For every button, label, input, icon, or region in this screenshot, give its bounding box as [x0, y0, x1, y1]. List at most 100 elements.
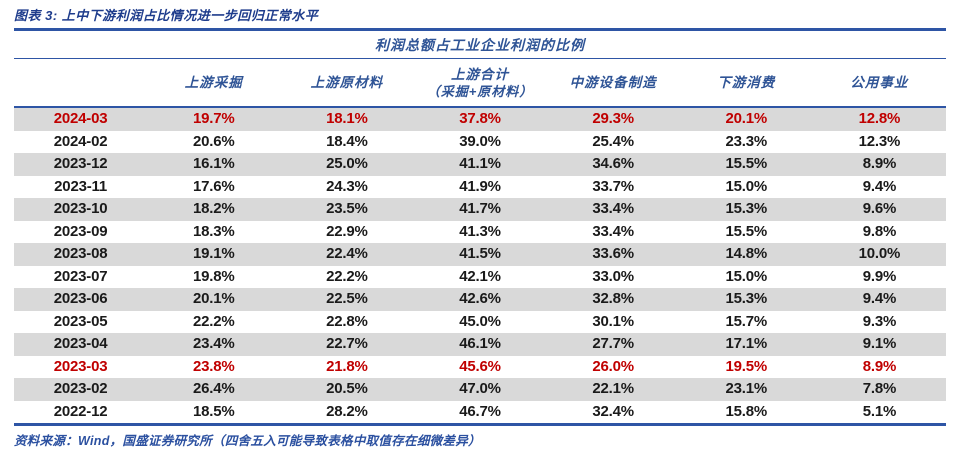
- cell-value: 7.8%: [862, 380, 897, 398]
- cell-value: 32.8%: [592, 290, 634, 308]
- data-table: 上游采掘 上游原材料 上游合计 （采掘+原材料） 中游设备制造 下游消费 公用事…: [14, 59, 946, 423]
- cell-value: 41.5%: [459, 245, 501, 263]
- cell-value: 41.3%: [459, 222, 501, 240]
- cell-value: 17.1%: [725, 335, 768, 353]
- profit-share-table: 利润总额占工业企业利润的比例 上游采掘 上游原材料 上游合计 （采掘+原材料） …: [14, 28, 946, 427]
- cell-value: 22.7%: [326, 335, 368, 353]
- cell-value: 18.2%: [192, 200, 235, 218]
- figure-title: 图表 3: 上中下游利润占比情况进一步回归正常水平: [14, 8, 319, 23]
- column-header-midstream-equipment: 中游设备制造: [546, 59, 680, 109]
- cell-value: 15.7%: [725, 312, 768, 330]
- cell-value: 42.6%: [459, 290, 501, 308]
- cell-value: 22.4%: [326, 245, 368, 263]
- table-row: 2023-08 19.1% 22.4% 41.5% 33.6% 14.8% 10.0%: [14, 243, 946, 266]
- row-date: 2024-02: [53, 132, 108, 150]
- cell-value: 33.4%: [592, 200, 634, 218]
- cell-value: 29.3%: [592, 110, 634, 128]
- cell-value: 9.6%: [862, 200, 897, 218]
- table-row: 2023-06 20.1% 22.5% 42.6% 32.8% 15.3% 9.4%: [14, 288, 946, 311]
- row-date: 2023-06: [53, 290, 108, 308]
- row-date: 2023-02: [53, 380, 108, 398]
- table-row: 2023-11 17.6% 24.3% 41.9% 33.7% 15.0% 9.4%: [14, 176, 946, 199]
- cell-value: 15.3%: [725, 200, 768, 218]
- cell-value: 22.8%: [326, 312, 368, 330]
- cell-value: 33.4%: [592, 222, 634, 240]
- row-date: 2023-10: [53, 200, 108, 218]
- cell-value: 23.8%: [192, 357, 235, 375]
- cell-value: 25.4%: [592, 132, 634, 150]
- table-row: 2023-10 18.2% 23.5% 41.7% 33.4% 15.3% 9.6%: [14, 198, 946, 221]
- cell-value: 5.1%: [862, 402, 897, 420]
- cell-value: 15.0%: [725, 177, 768, 195]
- cell-value: 15.8%: [725, 402, 768, 420]
- table-row: 2023-02 26.4% 20.5% 47.0% 22.1% 23.1% 7.8%: [14, 378, 946, 401]
- cell-value: 22.1%: [592, 380, 634, 398]
- cell-value: 9.4%: [862, 177, 897, 195]
- cell-value: 21.8%: [326, 357, 368, 375]
- cell-value: 18.4%: [326, 132, 368, 150]
- cell-value: 22.2%: [326, 267, 368, 285]
- column-header-upstream-materials: 上游原材料: [280, 59, 414, 109]
- cell-value: 41.7%: [459, 200, 501, 218]
- table-row: 2023-07 19.8% 22.2% 42.1% 33.0% 15.0% 9.9%: [14, 266, 946, 289]
- cell-value: 17.6%: [192, 177, 235, 195]
- row-date: 2023-09: [53, 222, 108, 240]
- cell-value: 22.2%: [192, 312, 235, 330]
- cell-value: 9.4%: [862, 290, 897, 308]
- cell-value: 15.5%: [725, 222, 768, 240]
- cell-value: 27.7%: [592, 335, 634, 353]
- row-date: 2023-11: [54, 177, 107, 195]
- cell-value: 12.8%: [858, 110, 901, 128]
- table-row: 2024-02 20.6% 18.4% 39.0% 25.4% 23.3% 12.3%: [14, 131, 946, 154]
- cell-value: 24.3%: [326, 177, 368, 195]
- table-body: 2024-03 19.7% 18.1% 37.8% 29.3% 20.1% 12.8% 202…: [14, 107, 946, 423]
- figure-container: 图表 3: 上中下游利润占比情况进一步回归正常水平 利润总额占工业企业利润的比例…: [0, 5, 960, 448]
- cell-value: 30.1%: [592, 312, 634, 330]
- table-row: 2024-03 19.7% 18.1% 37.8% 29.3% 20.1% 12.8%: [14, 107, 946, 131]
- table-row: 2023-05 22.2% 22.8% 45.0% 30.1% 15.7% 9.3%: [14, 311, 946, 334]
- table-row: 2023-12 16.1% 25.0% 41.1% 34.6% 15.5% 8.9%: [14, 153, 946, 176]
- cell-value: 12.3%: [858, 132, 901, 150]
- cell-value: 45.6%: [459, 357, 501, 375]
- cell-value: 47.0%: [459, 380, 501, 398]
- cell-value: 9.1%: [862, 335, 897, 353]
- cell-value: 39.0%: [459, 132, 501, 150]
- column-header-utilities: 公用事业: [812, 59, 946, 109]
- cell-value: 14.8%: [725, 245, 768, 263]
- row-date: 2023-07: [53, 267, 108, 285]
- cell-value: 15.3%: [725, 290, 768, 308]
- cell-value: 41.9%: [459, 177, 501, 195]
- cell-value: 18.3%: [192, 222, 235, 240]
- cell-value: 34.6%: [592, 155, 634, 173]
- row-date: 2023-08: [53, 245, 108, 263]
- column-header-downstream-consumption: 下游消费: [679, 59, 813, 109]
- cell-value: 18.1%: [326, 110, 368, 128]
- cell-value: 46.1%: [459, 335, 501, 353]
- cell-value: 20.1%: [192, 290, 235, 308]
- cell-value: 8.9%: [862, 155, 897, 173]
- cell-value: 45.0%: [459, 312, 501, 330]
- cell-value: 26.0%: [592, 357, 634, 375]
- column-header-upstream-total-line1: 上游合计: [450, 67, 509, 82]
- cell-value: 37.8%: [459, 110, 501, 128]
- row-date: 2024-03: [53, 110, 108, 128]
- row-date: 2023-04: [53, 335, 108, 353]
- cell-value: 20.5%: [326, 380, 368, 398]
- cell-value: 8.9%: [862, 357, 897, 375]
- table-caption: 利润总额占工业企业利润的比例: [14, 31, 946, 59]
- cell-value: 23.5%: [326, 200, 368, 218]
- cell-value: 23.4%: [192, 335, 235, 353]
- cell-value: 19.7%: [192, 110, 235, 128]
- column-header-upstream-mining: 上游采掘: [147, 59, 281, 109]
- cell-value: 33.6%: [592, 245, 634, 263]
- cell-value: 22.5%: [326, 290, 368, 308]
- cell-value: 33.0%: [592, 267, 634, 285]
- cell-value: 9.8%: [862, 222, 897, 240]
- cell-value: 19.5%: [725, 357, 768, 375]
- cell-value: 22.9%: [326, 222, 368, 240]
- cell-value: 23.1%: [725, 380, 768, 398]
- cell-value: 25.0%: [326, 155, 368, 173]
- cell-value: 9.9%: [862, 267, 897, 285]
- table-row: 2023-03 23.8% 21.8% 45.6% 26.0% 19.5% 8.9%: [14, 356, 946, 379]
- cell-value: 15.0%: [725, 267, 768, 285]
